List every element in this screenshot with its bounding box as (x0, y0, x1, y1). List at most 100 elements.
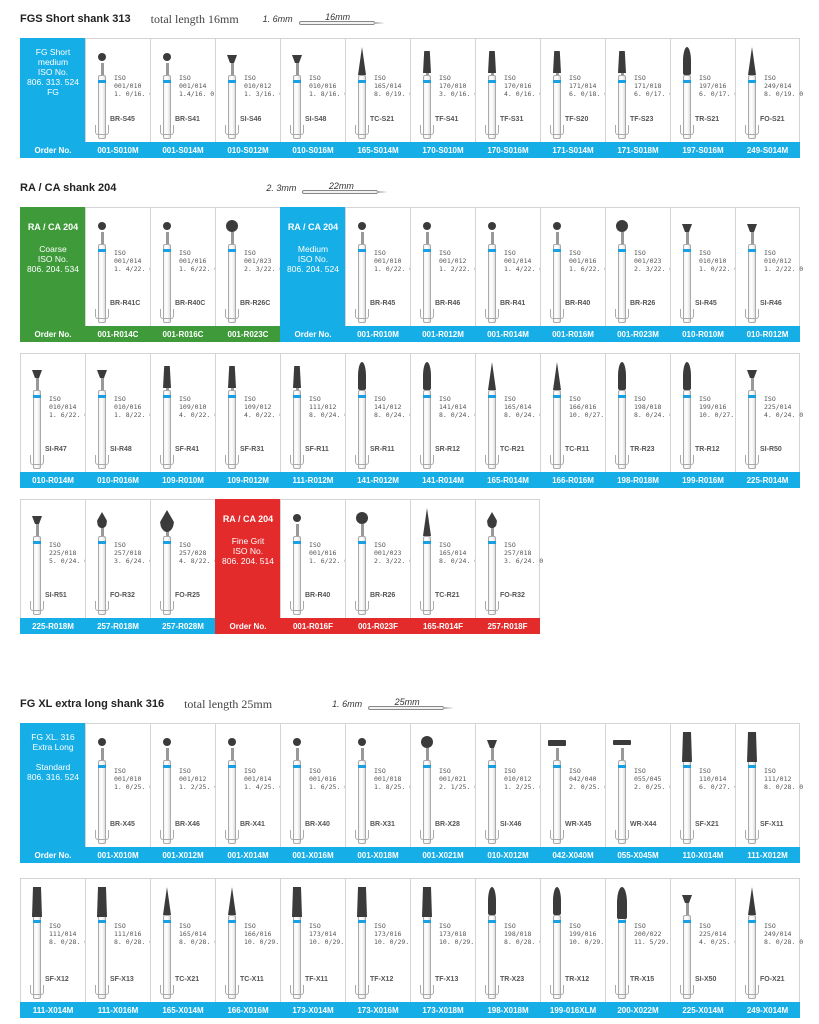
product-cell[interactable]: ISO 111/014 8. 0/28. 0 SF-X12 111-X014M (20, 878, 88, 1018)
order-number[interactable]: 001-X018M (345, 847, 411, 863)
product-cell[interactable]: ISO 001/010 1. 0/22. 0 BR-R45 001-R010M (345, 207, 413, 342)
product-cell[interactable]: ISO 010/014 1. 6/22. 0 SI-R47 010-R014M (20, 353, 88, 488)
order-number[interactable]: 165-R014M (475, 472, 541, 488)
product-cell[interactable]: ISO 001/016 1. 6/22. 0 BR-R40 001-R016F (280, 499, 348, 634)
product-cell[interactable]: ISO 141/012 8. 0/24. 0 SR-R11 141-R012M (345, 353, 413, 488)
order-number[interactable]: 010-R010M (670, 326, 736, 342)
order-number[interactable]: 197-S016M (670, 142, 736, 158)
product-cell[interactable]: ISO 001/023 2. 3/22. 0 BR-R26 001-R023F (345, 499, 413, 634)
order-number[interactable]: 170-S016M (475, 142, 541, 158)
order-number[interactable]: 001-X012M (150, 847, 216, 863)
order-number[interactable]: 166-X016M (215, 1002, 281, 1018)
order-number[interactable]: 110-X014M (670, 847, 736, 863)
order-number[interactable]: 225-X014M (670, 1002, 736, 1018)
product-cell[interactable]: ISO 165/014 8. 0/24. 0 TC-R21 165-R014M (475, 353, 543, 488)
order-number[interactable]: 200-X022M (605, 1002, 671, 1018)
order-number[interactable]: 010-R016M (85, 472, 151, 488)
order-number[interactable]: 171-S014M (540, 142, 606, 158)
product-cell[interactable]: ISO 249/014 8. 0/19. 0 FO-S21 249-S014M (735, 38, 803, 158)
product-cell[interactable]: ISO 001/014 1. 4/22. 0 BR-R41 001-R014M (475, 207, 543, 342)
product-cell[interactable]: ISO 001/010 1. 0/16. 0 BR-S45 001-S010M (85, 38, 153, 158)
product-cell[interactable]: ISO 166/016 10. 0/27. 0 TC-R11 166-R016M (540, 353, 612, 488)
order-number[interactable]: 001-R023C (215, 326, 281, 342)
product-cell[interactable]: ISO 111/012 8. 0/28. 0 SF-X11 111-X012M (735, 723, 803, 863)
product-cell[interactable]: ISO 109/010 4. 0/22. 0 SF-R41 109-R010M (150, 353, 218, 488)
product-cell[interactable]: ISO 110/014 6. 0/27. 0 SF-X21 110-X014M (670, 723, 738, 863)
product-cell[interactable]: ISO 001/012 1. 2/25. 0 BR-X46 001-X012M (150, 723, 218, 863)
order-number[interactable]: 010-S016M (280, 142, 346, 158)
order-number[interactable]: 173-X014M (280, 1002, 346, 1018)
product-cell[interactable]: ISO 257/018 3. 6/24. 0 FO-R32 257-R018M (85, 499, 153, 634)
product-cell[interactable]: ISO 170/010 3. 0/16. 0 TF-S41 170-S010M (410, 38, 478, 158)
product-cell[interactable]: ISO 001/016 1. 6/25. 0 BR-X40 001-X016M (280, 723, 348, 863)
product-cell[interactable]: ISO 001/012 1. 2/22. 0 BR-R46 001-R012M (410, 207, 478, 342)
product-cell[interactable]: ISO 171/018 6. 0/17. 0 TF-S23 171-S018M (605, 38, 673, 158)
product-cell[interactable]: ISO 257/018 3. 6/24. 0 FO-R32 257-R018F (475, 499, 543, 634)
product-cell[interactable]: ISO 109/012 4. 0/22. 0 SF-R31 109-R012M (215, 353, 283, 488)
order-number[interactable]: 042-X040M (540, 847, 606, 863)
order-number[interactable]: 141-R014M (410, 472, 476, 488)
order-number[interactable]: 225-R014M (735, 472, 800, 488)
order-number[interactable]: 257-R018M (85, 618, 151, 634)
order-number[interactable]: 166-R016M (540, 472, 606, 488)
order-number[interactable]: 001-R016M (540, 326, 606, 342)
product-cell[interactable]: ISO 171/014 6. 0/18. 0 TF-S20 171-S014M (540, 38, 608, 158)
product-cell[interactable]: ISO 173/016 10. 0/29. 0 TF-X12 173-X016M (345, 878, 417, 1018)
order-number[interactable]: 001-R012M (410, 326, 476, 342)
order-number[interactable]: 109-R010M (150, 472, 216, 488)
order-number[interactable]: 111-X014M (20, 1002, 86, 1018)
order-number[interactable]: 198-X018M (475, 1002, 541, 1018)
order-number[interactable]: 001-R016F (280, 618, 346, 634)
product-cell[interactable]: ISO 010/012 1. 2/22. 0 SI-R46 010-R012M (735, 207, 803, 342)
order-number[interactable]: 173-X016M (345, 1002, 411, 1018)
product-cell[interactable]: ISO 225/014 4. 0/25. 0 SI-X50 225-X014M (670, 878, 738, 1018)
order-number[interactable]: 001-X016M (280, 847, 346, 863)
product-cell[interactable]: ISO 225/018 5. 0/24. 0 SI-R51 225-R018M (20, 499, 88, 634)
order-number[interactable]: 198-R018M (605, 472, 671, 488)
product-cell[interactable]: ISO 001/023 2. 3/22. 0 BR-R26C 001-R023C (215, 207, 283, 342)
product-cell[interactable]: ISO 001/010 1. 0/25. 0 BR-X45 001-X010M (85, 723, 153, 863)
product-cell[interactable]: ISO 199/016 10. 0/27. 0 TR-R12 199-R016M (670, 353, 742, 488)
product-cell[interactable]: ISO 165/014 8. 0/28. 0 TC-X21 165-X014M (150, 878, 218, 1018)
product-cell[interactable]: ISO 111/016 8. 0/28. 0 SF-X13 111-X016M (85, 878, 153, 1018)
product-cell[interactable]: ISO 199/016 10. 0/29. 0 TR-X12 199-016XLM (540, 878, 612, 1018)
order-number[interactable]: 010-R014M (20, 472, 86, 488)
product-cell[interactable]: ISO 001/016 1. 6/22. 0 BR-R40C 001-R016C (150, 207, 218, 342)
order-number[interactable]: 171-S018M (605, 142, 671, 158)
product-cell[interactable]: ISO 198/018 8. 0/28. 0 TR-X23 198-X018M (475, 878, 543, 1018)
order-number[interactable]: 001-R023M (605, 326, 671, 342)
product-cell[interactable]: ISO 001/014 1.4/16. 0 BR-S41 001-S014M (150, 38, 216, 158)
order-number[interactable]: 055-X045M (605, 847, 671, 863)
product-cell[interactable]: ISO 170/016 4. 0/16. 0 TF-S31 170-S016M (475, 38, 543, 158)
product-cell[interactable]: ISO 042/040 2. 0/25. 0 WR-X45 042-X040M (540, 723, 608, 863)
order-number[interactable]: 249-X014M (735, 1002, 800, 1018)
product-cell[interactable]: ISO 257/028 4. 8/22. 0 FO-R25 257-R028M (150, 499, 218, 634)
product-cell[interactable]: ISO 173/014 10. 0/29. 0 TF-X11 173-X014M (280, 878, 352, 1018)
product-cell[interactable]: ISO 010/016 1. 8/16. 0 SI-S48 010-S016M (280, 38, 348, 158)
product-cell[interactable]: ISO 010/010 1. 0/22. 0 SI-R45 010-R010M (670, 207, 738, 342)
order-number[interactable]: 001-X010M (85, 847, 151, 863)
order-number[interactable]: 001-S010M (85, 142, 151, 158)
order-number[interactable]: 111-R012M (280, 472, 346, 488)
order-number[interactable]: 225-R018M (20, 618, 86, 634)
product-cell[interactable]: ISO 200/022 11. 5/29. 0 TR-X15 200-X022M (605, 878, 677, 1018)
order-number[interactable]: 249-S014M (735, 142, 800, 158)
product-cell[interactable]: ISO 249/014 8. 0/28. 0 FO-X21 249-X014M (735, 878, 803, 1018)
order-number[interactable]: 257-R018F (475, 618, 540, 634)
order-number[interactable]: 199-R016M (670, 472, 736, 488)
product-cell[interactable]: ISO 111/012 8. 0/24. 0 SF-R11 111-R012M (280, 353, 348, 488)
product-cell[interactable]: ISO 001/023 2. 3/22. 0 BR-R26 001-R023M (605, 207, 673, 342)
product-cell[interactable]: ISO 173/018 10. 0/29. 0 TF-X13 173-X018M (410, 878, 482, 1018)
product-cell[interactable]: ISO 001/014 1. 4/25. 0 BR-X41 001-X014M (215, 723, 283, 863)
order-number[interactable]: 010-R012M (735, 326, 800, 342)
product-cell[interactable]: ISO 001/021 2. 1/25. 0 BR-X28 001-X021M (410, 723, 478, 863)
product-cell[interactable]: ISO 225/014 4. 0/24. 0 SI-R50 225-R014M (735, 353, 803, 488)
order-number[interactable]: 001-S014M (150, 142, 216, 158)
product-cell[interactable]: ISO 001/016 1. 6/22. 0 BR-R40 001-R016M (540, 207, 608, 342)
product-cell[interactable]: ISO 141/014 8. 0/24. 0 SR-R12 141-R014M (410, 353, 478, 488)
product-cell[interactable]: ISO 010/012 1. 2/25. 0 SI-X46 010-X012M (475, 723, 543, 863)
product-cell[interactable]: ISO 001/018 1. 8/25. 0 BR-X31 001-X018M (345, 723, 413, 863)
order-number[interactable]: 165-S014M (345, 142, 411, 158)
product-cell[interactable]: ISO 010/012 1. 3/16. 0 SI-S46 010-S012M (215, 38, 283, 158)
order-number[interactable]: 111-X016M (85, 1002, 151, 1018)
